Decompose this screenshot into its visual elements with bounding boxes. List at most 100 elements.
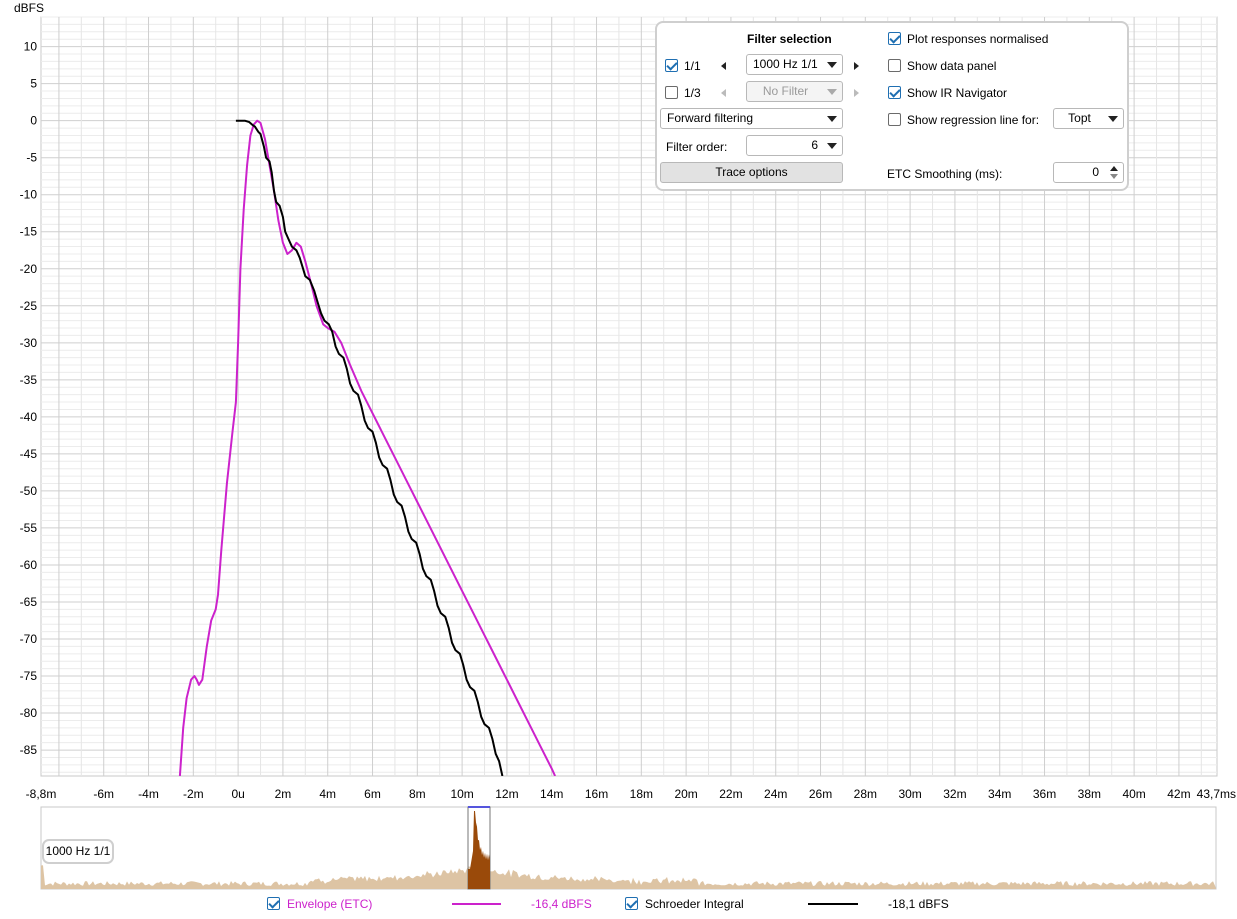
x-tick-label: -6m	[93, 787, 114, 801]
x-tick-label: 36m	[1033, 787, 1056, 801]
x-tick-labels: -8,8m -6m -4m -2m 0u 2m 4m 6m 8m 10m 12m 14m 16m 18m 2…	[26, 787, 1236, 801]
y-tick-label: -20	[20, 262, 38, 276]
navigator-band-tag: 1000 Hz 1/1	[42, 839, 114, 864]
x-tick-label: 43,7ms	[1197, 787, 1236, 801]
y-tick-label: -70	[20, 632, 38, 646]
y-tick-label: -80	[20, 706, 38, 720]
x-tick-label: -8,8m	[26, 787, 57, 801]
third-octave-select: No Filter	[746, 81, 843, 102]
navigator-frame	[40, 806, 1217, 890]
x-tick-label: 4m	[319, 787, 336, 801]
y-tick-label: 0	[30, 114, 37, 128]
envelope-checkbox[interactable]	[267, 897, 280, 910]
chevron-down-icon	[827, 143, 837, 149]
octave-1-1-label: 1/1	[684, 59, 701, 73]
y-tick-label: -30	[20, 336, 38, 350]
next-third-filter-icon	[854, 89, 859, 97]
y-axis-label: dBFS	[14, 1, 44, 15]
filter-control-panel: Filter selection 1/1 1000 Hz 1/1 1/3 No …	[655, 21, 1129, 191]
chevron-down-icon	[1108, 116, 1118, 122]
schroeder-checkbox[interactable]	[625, 897, 638, 910]
x-tick-label: 0u	[231, 787, 244, 801]
spin-down-icon[interactable]	[1110, 174, 1118, 179]
x-tick-label: 2m	[275, 787, 292, 801]
envelope-legend-value: -16,4 dBFS	[531, 897, 592, 911]
x-tick-label: 20m	[674, 787, 697, 801]
x-tick-label: 26m	[809, 787, 832, 801]
y-tick-labels: 10 5 0 -5 -10 -15 -20 -25 -30 -35 -40 -45 -50 -55 -60 -…	[20, 40, 38, 757]
y-tick-label: -45	[20, 447, 38, 461]
show-regression-checkbox[interactable]	[888, 113, 901, 126]
filter-band-select[interactable]: 1000 Hz 1/1	[746, 54, 843, 75]
octave-1-3-checkbox[interactable]	[665, 86, 678, 99]
y-tick-label: 10	[24, 40, 38, 54]
x-tick-label: 24m	[764, 787, 787, 801]
schroeder-legend-value: -18,1 dBFS	[888, 897, 949, 911]
show-ir-navigator-checkbox[interactable]	[888, 86, 901, 99]
envelope-legend-swatch	[452, 903, 501, 905]
series-lines	[178, 119, 557, 776]
y-tick-label: -35	[20, 373, 38, 387]
y-tick-label: -50	[20, 484, 38, 498]
y-tick-label: -60	[20, 558, 38, 572]
y-tick-label: -85	[20, 743, 38, 757]
chevron-down-icon	[827, 116, 837, 122]
x-tick-label: 12m	[495, 787, 518, 801]
show-ir-navigator-label: Show IR Navigator	[907, 86, 1008, 100]
y-tick-label: -65	[20, 595, 38, 609]
y-tick-label: -75	[20, 669, 38, 683]
prev-filter-icon[interactable]	[721, 62, 726, 70]
y-tick-label: -5	[26, 151, 37, 165]
y-tick-label: -25	[20, 299, 38, 313]
prev-third-filter-icon	[721, 89, 726, 97]
octave-1-1-checkbox[interactable]	[665, 59, 678, 72]
x-tick-label: 8m	[409, 787, 426, 801]
plot-normalised-label: Plot responses normalised	[907, 32, 1049, 46]
x-tick-label: 40m	[1122, 787, 1145, 801]
spin-up-icon[interactable]	[1110, 166, 1118, 171]
plot-normalised-checkbox[interactable]	[888, 32, 901, 45]
filter-selection-heading: Filter selection	[747, 32, 832, 46]
envelope-legend-label: Envelope (ETC)	[287, 897, 373, 911]
show-data-panel-checkbox[interactable]	[888, 59, 901, 72]
y-tick-label: -40	[20, 410, 38, 424]
x-tick-label: 18m	[630, 787, 653, 801]
x-tick-label: 42m	[1167, 787, 1190, 801]
envelope-etc-line	[178, 119, 557, 776]
navigator-peak	[468, 811, 490, 889]
next-filter-icon[interactable]	[854, 62, 859, 70]
show-regression-label: Show regression line for:	[907, 113, 1040, 127]
schroeder-integral-line	[235, 119, 504, 776]
etc-smoothing-label: ETC Smoothing (ms):	[887, 167, 1003, 181]
chevron-down-icon	[827, 62, 837, 68]
filtering-mode-select[interactable]: Forward filtering	[660, 108, 843, 129]
x-tick-label: 32m	[943, 787, 966, 801]
x-tick-label: 28m	[854, 787, 877, 801]
ir-navigator[interactable]	[40, 806, 1217, 890]
x-tick-label: -2m	[183, 787, 204, 801]
x-tick-label: 38m	[1078, 787, 1101, 801]
y-tick-label: -55	[20, 521, 38, 535]
x-tick-label: 10m	[450, 787, 473, 801]
x-tick-label: 6m	[364, 787, 381, 801]
etc-smoothing-spinner[interactable]: 0	[1053, 162, 1124, 183]
x-tick-label: -4m	[138, 787, 159, 801]
show-data-panel-label: Show data panel	[907, 59, 997, 73]
trace-options-button[interactable]: Trace options	[660, 162, 843, 183]
navigator-waveform	[41, 865, 1216, 889]
x-tick-label: 34m	[988, 787, 1011, 801]
octave-1-3-label: 1/3	[684, 86, 701, 100]
schroeder-legend-label: Schroeder Integral	[645, 897, 744, 911]
x-tick-label: 22m	[719, 787, 742, 801]
regression-target-select[interactable]: Topt	[1053, 108, 1124, 129]
x-tick-label: 14m	[540, 787, 563, 801]
chevron-down-icon	[827, 89, 837, 95]
filter-order-label: Filter order:	[666, 140, 728, 154]
schroeder-legend-swatch	[808, 903, 858, 905]
y-tick-label: -10	[20, 188, 38, 202]
y-tick-label: 5	[30, 77, 37, 91]
y-tick-label: -15	[20, 225, 38, 239]
x-tick-label: 16m	[585, 787, 608, 801]
x-tick-label: 30m	[898, 787, 921, 801]
filter-order-select[interactable]: 6	[746, 135, 843, 156]
